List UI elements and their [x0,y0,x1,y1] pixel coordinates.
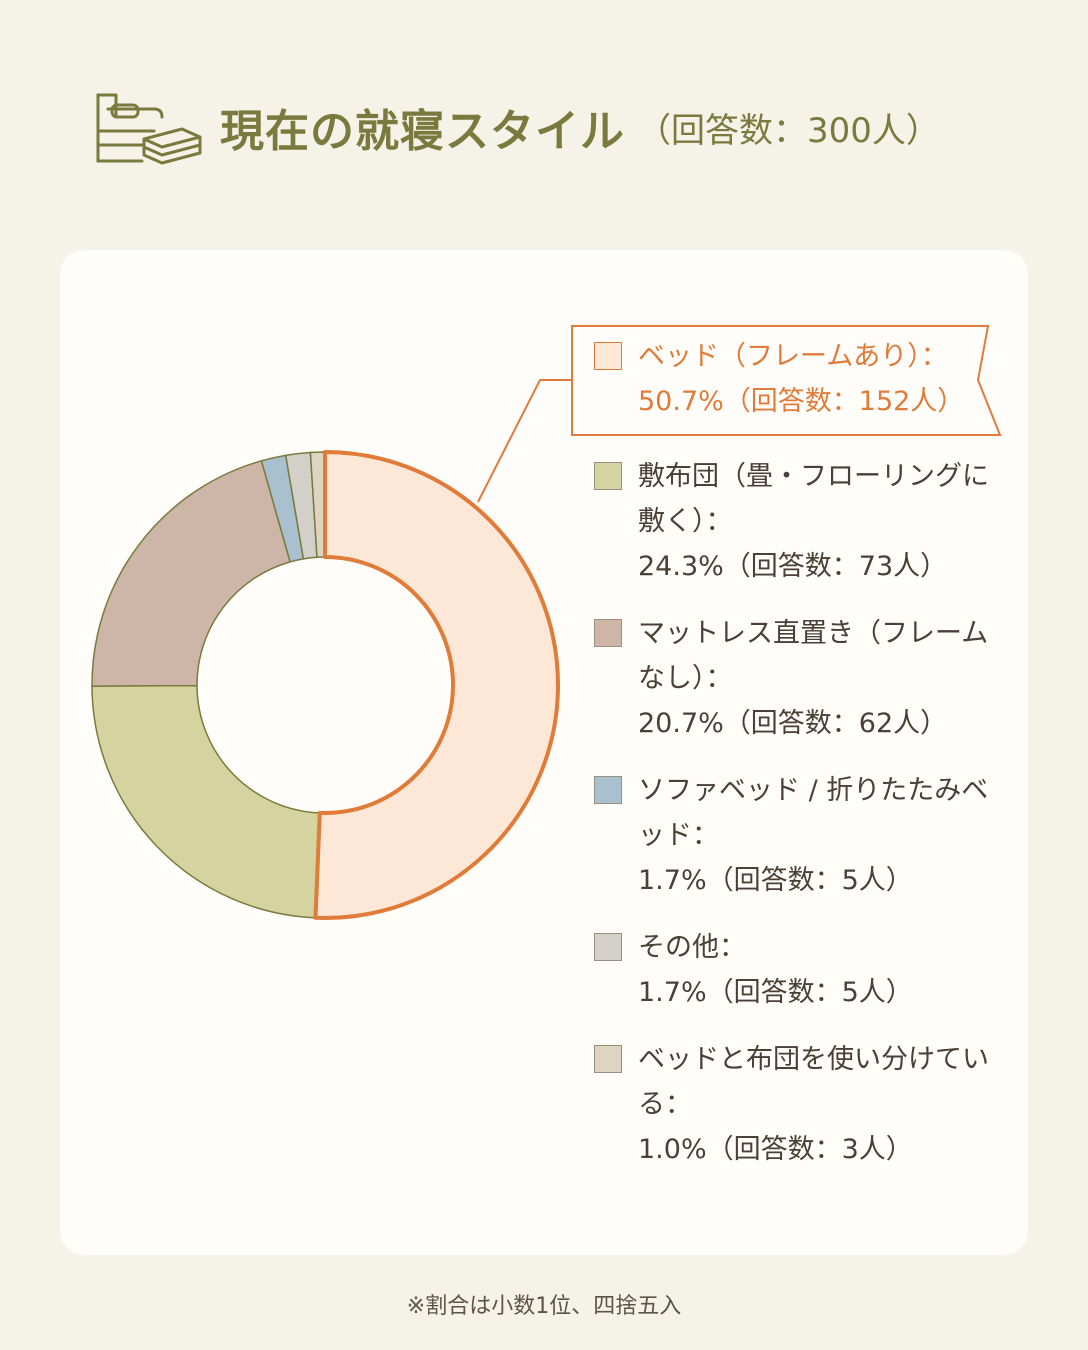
legend-swatch [594,619,622,647]
legend-label: その他： [638,932,746,963]
footnote: ※割合は小数1位、四捨五入 [406,1294,682,1319]
legend-value: 20.7%（回答数：62人） [638,708,948,739]
bed-and-futon-icon [96,93,202,165]
donut-slices [91,450,560,920]
callout [477,325,1002,503]
legend-label: ソファベッド / 折りたたみベッド： [638,775,989,851]
legend-item-bed-and-futon: ベッドと布団を使い分けている： 1.0%（回答数：3人） [594,1037,1014,1172]
legend-item-sofa-bed: ソファベッド / 折りたたみベッド： 1.7%（回答数：5人） [594,768,1014,903]
donut-slice-futon [91,684,321,919]
legend-value: 24.3%（回答数：73人） [638,551,948,582]
chart-legend: ベッド（フレームあり）： 50.7%（回答数：152人） 敷布団（畳・フローリン… [594,334,1014,1172]
legend-swatch [594,462,622,490]
chart-title: 現在の就寝スタイル [220,106,625,157]
donut-slice-bed-frame [313,450,560,920]
legend-item-futon: 敷布団（畳・フローリングに敷く）： 24.3%（回答数：73人） [594,454,1014,589]
donut-chart [91,325,1002,920]
callout-leader-line [477,379,572,503]
legend-label: 敷布団（畳・フローリングに敷く）： [638,461,989,537]
legend-value: 1.7%（回答数：5人） [638,977,913,1008]
legend-label: マットレス直置き（フレームなし）： [638,618,989,694]
legend-label: ベッド（フレームあり）： [638,341,948,372]
legend-item-other: その他： 1.7%（回答数：5人） [594,925,1014,1015]
chart-subtitle: （回答数：300人） [637,110,940,151]
legend-swatch [594,342,622,370]
callout-box [571,325,1002,436]
donut-slice-mattress-floor [91,460,291,687]
legend-value: 50.7%（回答数：152人） [638,386,965,417]
legend-swatch [594,776,622,804]
legend-value: 1.0%（回答数：3人） [638,1134,913,1165]
legend-swatch [594,933,622,961]
legend-item-bed-frame: ベッド（フレームあり）： 50.7%（回答数：152人） [594,334,1014,424]
legend-item-mattress-floor: マットレス直置き（フレームなし）： 20.7%（回答数：62人） [594,611,1014,746]
chart-header: 現在の就寝スタイル （回答数：300人） [92,82,1012,172]
legend-value: 1.7%（回答数：5人） [638,865,913,896]
legend-label: ベッドと布団を使い分けている： [638,1044,989,1120]
legend-swatch [594,1045,622,1073]
